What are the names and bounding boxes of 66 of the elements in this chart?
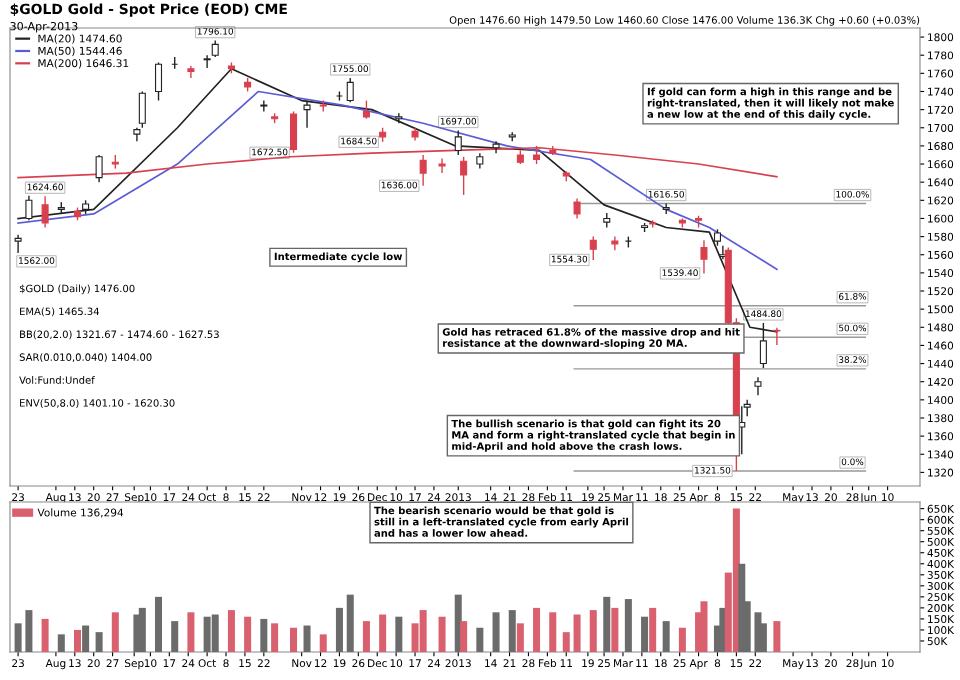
candlestick bbox=[773, 327, 781, 346]
candlestick bbox=[719, 244, 727, 260]
candlestick bbox=[611, 235, 619, 251]
bar bbox=[438, 616, 446, 652]
bar bbox=[260, 618, 268, 652]
bar bbox=[476, 627, 484, 652]
bar bbox=[155, 596, 163, 652]
bar bbox=[362, 621, 370, 652]
bar bbox=[492, 612, 500, 652]
bar bbox=[508, 610, 516, 652]
bar bbox=[74, 629, 82, 652]
bar bbox=[516, 623, 524, 652]
bar bbox=[41, 618, 49, 652]
candlestick bbox=[203, 54, 211, 69]
bar bbox=[649, 607, 657, 652]
bar bbox=[244, 616, 252, 652]
bar bbox=[603, 596, 611, 652]
bar bbox=[562, 632, 570, 652]
bar bbox=[738, 563, 746, 652]
bar bbox=[227, 610, 235, 652]
bar bbox=[171, 621, 179, 652]
bar bbox=[611, 607, 619, 652]
candlestick bbox=[700, 239, 708, 275]
bar bbox=[57, 634, 65, 652]
bar bbox=[211, 614, 219, 652]
bar bbox=[395, 616, 403, 652]
bar bbox=[82, 625, 90, 652]
candlestick bbox=[573, 197, 581, 220]
candlestick bbox=[362, 99, 370, 120]
bar bbox=[624, 599, 632, 652]
candlestick bbox=[187, 65, 195, 79]
bar bbox=[419, 610, 427, 652]
candlestick bbox=[260, 99, 268, 113]
bar bbox=[303, 625, 311, 652]
bar bbox=[662, 621, 670, 652]
candlestick bbox=[138, 90, 146, 129]
candlestick bbox=[95, 154, 103, 183]
bar bbox=[773, 621, 781, 652]
candlestick bbox=[754, 376, 762, 397]
candlestick bbox=[438, 157, 446, 174]
bar bbox=[533, 607, 541, 652]
bar bbox=[335, 607, 343, 652]
bar bbox=[460, 621, 468, 652]
candlestick bbox=[154, 61, 163, 102]
candlestick bbox=[395, 112, 403, 124]
candlestick bbox=[41, 195, 49, 229]
bar bbox=[138, 607, 146, 652]
bar bbox=[379, 614, 387, 652]
line-series bbox=[17, 90, 778, 271]
bar bbox=[589, 610, 597, 652]
bar bbox=[346, 594, 354, 652]
bar bbox=[111, 612, 119, 652]
bar bbox=[95, 632, 103, 652]
bar bbox=[678, 627, 686, 652]
bar bbox=[187, 612, 195, 652]
candlestick bbox=[589, 235, 597, 261]
bar bbox=[700, 601, 708, 652]
bar bbox=[319, 634, 327, 652]
candlestick bbox=[460, 156, 468, 196]
bar bbox=[641, 616, 649, 652]
bar bbox=[573, 614, 581, 652]
bar bbox=[271, 623, 279, 652]
bar bbox=[290, 627, 298, 652]
candlestick bbox=[303, 99, 311, 129]
bar bbox=[549, 612, 557, 652]
bar bbox=[203, 616, 211, 652]
